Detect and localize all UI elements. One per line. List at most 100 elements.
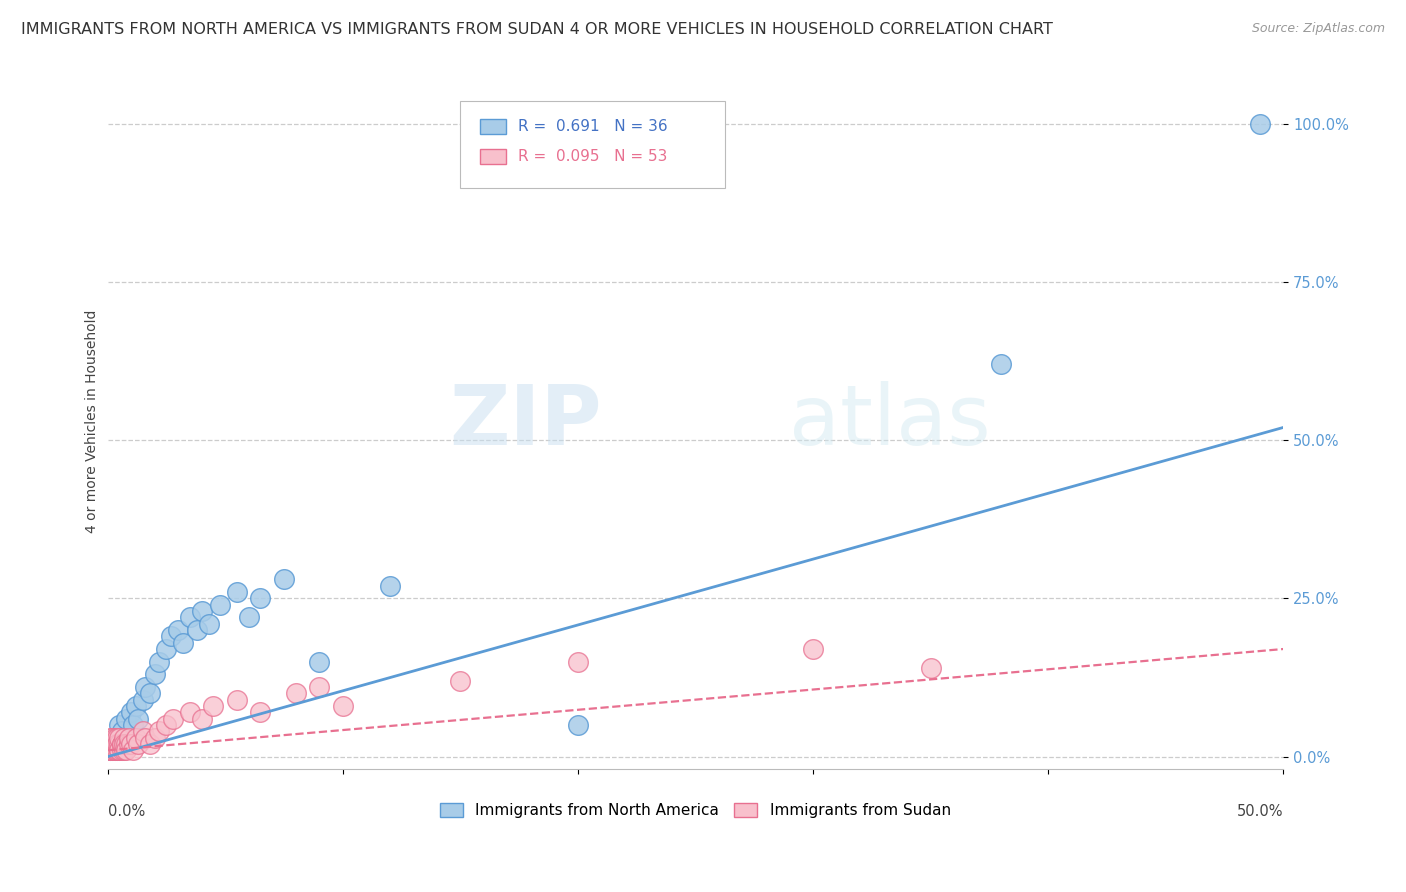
Point	[1249, 117, 1271, 131]
Point	[238, 610, 260, 624]
Text: R =  0.095   N = 53: R = 0.095 N = 53	[517, 149, 668, 164]
Point	[226, 585, 249, 599]
Point	[104, 731, 127, 745]
Text: Source: ZipAtlas.com: Source: ZipAtlas.com	[1251, 22, 1385, 36]
Point	[104, 737, 127, 751]
Point	[186, 623, 208, 637]
Point	[118, 731, 141, 745]
FancyBboxPatch shape	[460, 101, 725, 188]
Point	[202, 698, 225, 713]
Point	[155, 718, 177, 732]
Point	[111, 743, 134, 757]
Point	[101, 737, 124, 751]
Point	[148, 655, 170, 669]
Point	[179, 706, 201, 720]
Point	[125, 698, 148, 713]
Point	[105, 743, 128, 757]
Point	[108, 743, 131, 757]
Point	[190, 604, 212, 618]
Point	[143, 667, 166, 681]
Point	[920, 661, 942, 675]
Point	[98, 731, 121, 745]
Text: atlas: atlas	[790, 381, 991, 462]
Point	[197, 616, 219, 631]
Point	[801, 642, 824, 657]
Point	[101, 737, 124, 751]
Point	[378, 579, 401, 593]
Point	[139, 686, 162, 700]
Point	[98, 737, 121, 751]
Point	[332, 698, 354, 713]
Point	[449, 673, 471, 688]
Point	[190, 712, 212, 726]
Point	[98, 743, 121, 757]
Point	[160, 629, 183, 643]
Point	[139, 737, 162, 751]
Point	[122, 743, 145, 757]
Text: IMMIGRANTS FROM NORTH AMERICA VS IMMIGRANTS FROM SUDAN 4 OR MORE VEHICLES IN HOU: IMMIGRANTS FROM NORTH AMERICA VS IMMIGRA…	[21, 22, 1053, 37]
Point	[101, 737, 124, 751]
Point	[105, 737, 128, 751]
Point	[112, 737, 135, 751]
Point	[104, 743, 127, 757]
Point	[134, 680, 156, 694]
Point	[167, 623, 190, 637]
Point	[108, 731, 131, 745]
Point	[98, 743, 121, 757]
Point	[108, 743, 131, 757]
Point	[105, 731, 128, 745]
Point	[111, 724, 134, 739]
Point	[104, 731, 127, 745]
Point	[567, 655, 589, 669]
Point	[98, 743, 121, 757]
Point	[115, 712, 138, 726]
Point	[105, 743, 128, 757]
Point	[112, 731, 135, 745]
Point	[132, 724, 155, 739]
Point	[134, 731, 156, 745]
Point	[132, 692, 155, 706]
Point	[273, 573, 295, 587]
Point	[108, 737, 131, 751]
Point	[118, 737, 141, 751]
Point	[567, 718, 589, 732]
Point	[172, 636, 194, 650]
Bar	[481, 119, 506, 135]
Point	[101, 743, 124, 757]
Point	[111, 737, 134, 751]
Bar	[481, 149, 506, 164]
Point	[120, 706, 142, 720]
Point	[111, 737, 134, 751]
Point	[179, 610, 201, 624]
Point	[209, 598, 232, 612]
Point	[101, 731, 124, 745]
Point	[118, 737, 141, 751]
Point	[249, 706, 271, 720]
Point	[112, 743, 135, 757]
Point	[249, 591, 271, 606]
Point	[226, 692, 249, 706]
Point	[115, 743, 138, 757]
Legend: Immigrants from North America, Immigrants from Sudan: Immigrants from North America, Immigrant…	[434, 797, 957, 824]
Point	[122, 718, 145, 732]
Point	[104, 743, 127, 757]
Point	[162, 712, 184, 726]
Point	[115, 737, 138, 751]
Point	[108, 718, 131, 732]
Point	[148, 724, 170, 739]
Point	[125, 731, 148, 745]
Text: R =  0.691   N = 36: R = 0.691 N = 36	[517, 120, 668, 134]
Point	[127, 712, 149, 726]
Point	[308, 655, 330, 669]
Point	[990, 357, 1012, 371]
Point	[105, 737, 128, 751]
Point	[143, 731, 166, 745]
Text: 0.0%: 0.0%	[108, 804, 145, 819]
Point	[112, 731, 135, 745]
Text: ZIP: ZIP	[449, 381, 602, 462]
Point	[120, 737, 142, 751]
Y-axis label: 4 or more Vehicles in Household: 4 or more Vehicles in Household	[86, 310, 100, 533]
Point	[308, 680, 330, 694]
Text: 50.0%: 50.0%	[1237, 804, 1284, 819]
Point	[284, 686, 307, 700]
